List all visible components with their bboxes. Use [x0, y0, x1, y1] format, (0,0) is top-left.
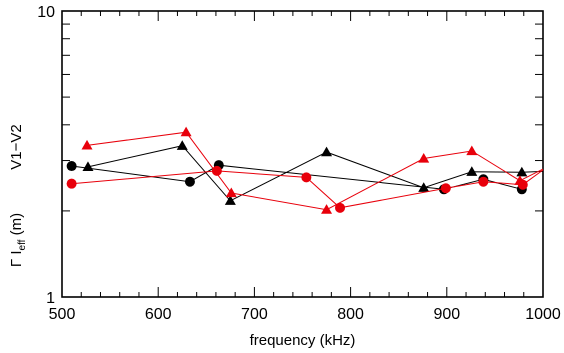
y-tick-label: 1: [46, 290, 55, 307]
y-axis-annotation: V1−V2: [8, 124, 25, 169]
x-tick-label: 900: [433, 306, 460, 323]
data-point: [66, 161, 77, 172]
data-point: [184, 176, 195, 187]
x-axis-label: frequency (kHz): [250, 332, 356, 349]
data-point: [225, 187, 237, 198]
x-tick-label: 600: [145, 306, 172, 323]
y-axis-label: Γ Ieff (m): [8, 213, 28, 267]
data-point: [180, 126, 192, 137]
data-point: [176, 140, 188, 150]
data-point: [301, 172, 312, 183]
data-point: [466, 145, 478, 156]
data-point: [211, 165, 222, 176]
y-axis-label-subscript: eff: [17, 239, 28, 250]
series-layer: [66, 126, 544, 214]
data-point: [224, 195, 236, 205]
data-point: [418, 152, 430, 163]
series-line: [87, 145, 544, 202]
data-point: [82, 161, 94, 172]
data-point: [466, 166, 478, 176]
data-point: [418, 182, 430, 192]
data-point: [81, 139, 93, 150]
series-line: [71, 164, 522, 190]
y-tick-label: 10: [37, 4, 55, 21]
data-point: [516, 166, 528, 177]
y-axis-label-suffix: (m): [8, 213, 25, 240]
x-tick-label: 500: [49, 306, 76, 323]
plot-frame: [61, 10, 544, 298]
labels: frequency (kHz) Γ Ieff (m) V1−V2: [8, 124, 355, 349]
data-point: [478, 176, 489, 187]
series-1: [82, 140, 544, 205]
series-3: [81, 126, 544, 214]
data-point: [321, 204, 333, 214]
y-axis-label-prefix: Γ I: [8, 250, 25, 267]
x-tick-label: 700: [241, 306, 268, 323]
series-0: [66, 160, 527, 195]
data-point: [440, 183, 451, 194]
axes: 500 600 700 800 900 1000 1 10: [37, 4, 561, 323]
data-point: [335, 202, 346, 213]
data-point: [514, 175, 526, 185]
x-tick-label: 800: [337, 306, 364, 323]
data-point: [321, 146, 333, 157]
data-point: [66, 178, 77, 189]
x-tick-label: 1000: [525, 306, 561, 323]
series-line: [86, 131, 544, 211]
